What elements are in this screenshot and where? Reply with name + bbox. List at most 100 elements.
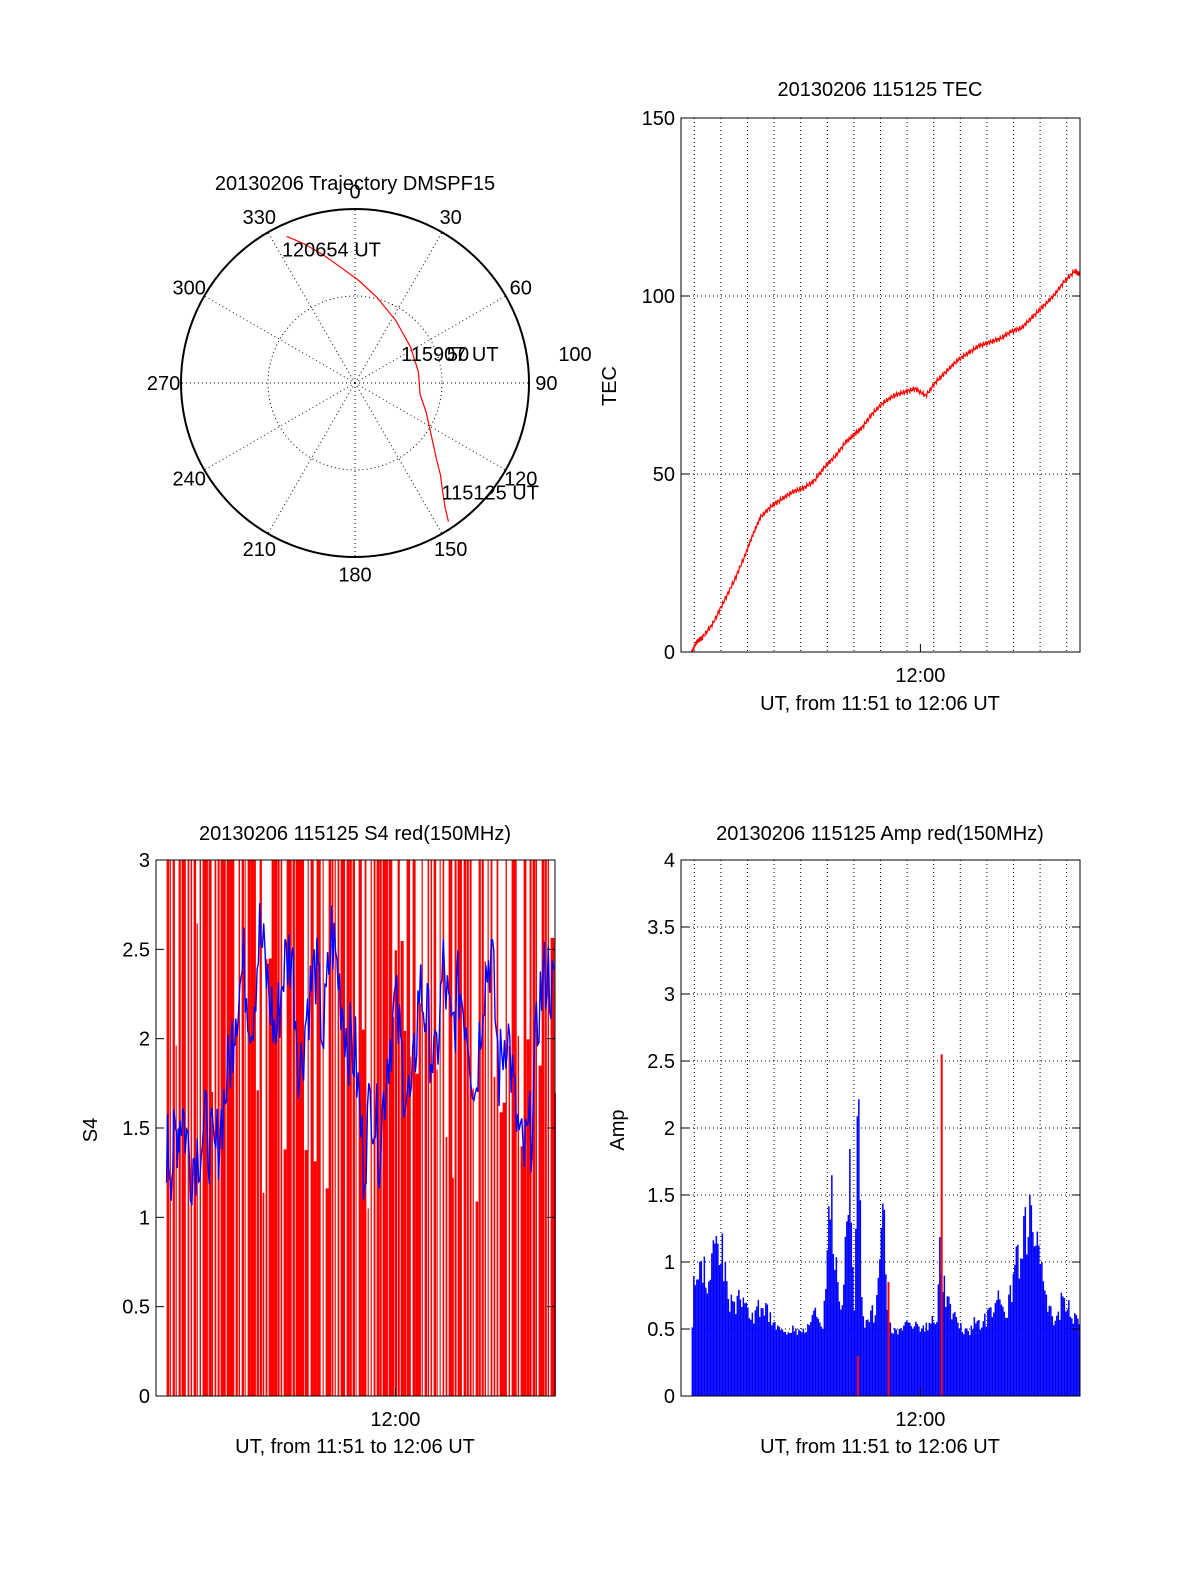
amp-blue-bar <box>847 1215 850 1396</box>
amp-blue-bar <box>984 1313 986 1396</box>
s4-red-spike <box>478 860 481 1396</box>
amp-blue-bar <box>891 1332 893 1396</box>
s4-red-spike <box>361 1029 366 1396</box>
s4-red-spike <box>499 1112 504 1396</box>
s4-red-spike <box>448 860 453 1396</box>
amp-blue-bar <box>714 1243 716 1396</box>
polar-angle-label: 0 <box>349 182 360 204</box>
amp-blue-bar <box>744 1303 746 1396</box>
amp-blue-bar <box>925 1322 928 1396</box>
s4-red-spike <box>193 860 197 1396</box>
amp-blue-bar <box>832 1254 835 1396</box>
amp-blue-bar <box>778 1326 781 1396</box>
amp-blue-bar <box>958 1328 961 1396</box>
amp-blue-bar <box>705 1287 707 1396</box>
s4-red-spike <box>250 860 255 1396</box>
s4-red-spike <box>238 860 240 1396</box>
amp-blue-bar <box>804 1332 806 1396</box>
amp-blue-bar <box>876 1295 878 1396</box>
s4-red-spike <box>340 860 344 1396</box>
amp-blue-bar <box>1029 1194 1031 1396</box>
s4-red-spike <box>427 860 430 1396</box>
s4-red-spike <box>316 860 321 1396</box>
amp-blue-bar <box>831 1175 833 1396</box>
amp-blue-bar <box>1035 1245 1037 1396</box>
amp-blue-bar <box>820 1326 823 1396</box>
amp-blue-bar <box>1072 1323 1075 1396</box>
s4-red-spike <box>235 1025 238 1396</box>
s4-red-spike <box>472 1088 474 1396</box>
amp-blue-bar <box>964 1328 967 1396</box>
amp-blue-bar <box>879 1259 881 1396</box>
amp-blue-bar <box>1059 1320 1061 1396</box>
polar-trajectory <box>286 235 449 522</box>
amp-blue-bar <box>829 1219 832 1396</box>
s4-red-spike <box>334 860 336 1396</box>
s4-plot-frame <box>155 859 556 1397</box>
amp-blue-bar <box>810 1322 812 1396</box>
polar-trajectory-panel: 20130206 Trajectory DMSPF15 0 30 60 90 120 15… <box>147 173 592 586</box>
tec-series <box>691 268 1081 653</box>
amp-blue-bar <box>1036 1231 1039 1396</box>
s4-red-spike <box>277 860 280 1396</box>
amp-blue-bar <box>789 1333 791 1396</box>
s4-red-spike <box>325 1188 330 1396</box>
amp-blue-bar <box>697 1279 700 1396</box>
s4-red-spike <box>463 860 467 1396</box>
amp-blue-bar <box>730 1294 733 1396</box>
s4-red-spike <box>310 860 314 1396</box>
amp-blue-bar <box>877 1277 880 1396</box>
amp-blue-bar <box>972 1329 974 1396</box>
amp-blue-bar <box>873 1322 875 1396</box>
amp-blue-bar <box>961 1332 964 1396</box>
amp-blue-bar <box>793 1331 796 1396</box>
amp-grid <box>681 860 1080 1396</box>
amp-blue-bar <box>699 1261 701 1396</box>
amp-blue-bar <box>843 1284 845 1396</box>
tec-ytick-label: 0 <box>664 642 675 664</box>
s4-red-spike <box>295 860 300 1396</box>
s4-ytick-label: 1 <box>139 1207 150 1229</box>
amp-blue-bar <box>949 1303 952 1396</box>
amp-blue-bar <box>1032 1232 1034 1396</box>
s4-xtick-label: 12:00 <box>370 1409 420 1431</box>
amp-blue-bar <box>957 1322 959 1396</box>
s4-ytick-label: 2.5 <box>122 939 150 961</box>
amp-blue-bar <box>862 1316 865 1396</box>
amp-blue-bar <box>867 1319 869 1396</box>
amp-blue-bar <box>1077 1318 1079 1396</box>
amp-blue-bar <box>976 1320 979 1396</box>
amp-ytick-label: 1.5 <box>647 1185 675 1207</box>
s4-red-spike <box>400 941 404 1396</box>
s4-red-spike <box>484 961 486 1396</box>
amp-blue-bar <box>855 1228 857 1396</box>
amp-blue-bar <box>849 1149 851 1396</box>
amp-blue-bar <box>880 1227 883 1396</box>
amp-blue-bar <box>709 1279 712 1396</box>
amp-blue-bar <box>736 1295 739 1396</box>
amp-blue-bar <box>981 1327 983 1396</box>
amp-series <box>691 1054 1081 1396</box>
amp-blue-bar <box>811 1314 814 1396</box>
polar-spoke <box>204 382 356 471</box>
amp-blue-bar <box>988 1307 991 1396</box>
amp-blue-bar <box>987 1309 989 1396</box>
s4-red-spike <box>532 860 536 1396</box>
polar-spoke <box>354 232 443 384</box>
amp-blue-bar <box>1060 1292 1063 1396</box>
s4-red-spike <box>247 860 251 1396</box>
amp-blue-bar <box>715 1236 718 1396</box>
amp-blue-bar <box>1045 1294 1048 1396</box>
amp-blue-bar <box>724 1261 727 1396</box>
amp-blue-bar <box>768 1322 770 1396</box>
amp-blue-bar <box>733 1301 736 1396</box>
amp-ytick-label: 1 <box>664 1252 675 1274</box>
amp-blue-bar <box>916 1323 919 1396</box>
amp-blue-bar <box>927 1330 929 1396</box>
s4-series <box>165 860 556 1396</box>
amp-blue-bar <box>739 1299 742 1396</box>
amp-blue-bar <box>723 1281 725 1396</box>
amp-blue-bar <box>1068 1300 1070 1396</box>
amp-blue-bar <box>994 1303 997 1396</box>
amp-blue-bar <box>904 1322 907 1396</box>
